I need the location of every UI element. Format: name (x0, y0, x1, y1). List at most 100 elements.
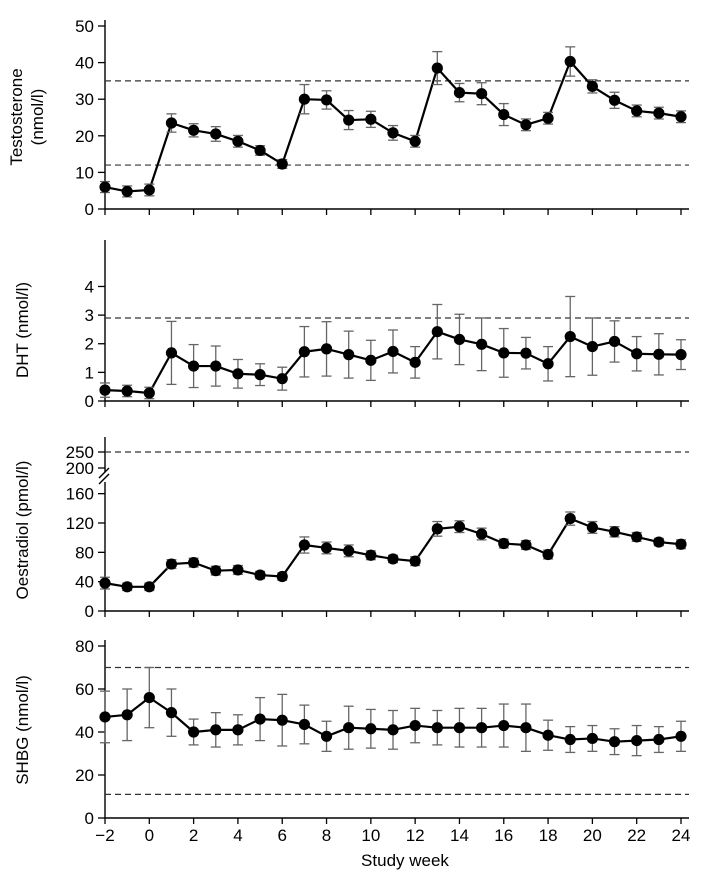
y-axis-label-line: Oestradiol (pmol/l) (13, 461, 32, 600)
data-point (631, 735, 643, 747)
data-point (121, 385, 133, 397)
x-tick-label: 20 (583, 826, 602, 845)
x-tick-label: 4 (233, 826, 242, 845)
data-point (608, 526, 621, 538)
data-point (675, 730, 687, 742)
data-point (586, 732, 598, 745)
y-tick-label: 60 (75, 680, 94, 699)
data-point (453, 521, 466, 533)
data-point (188, 124, 200, 136)
data-point (498, 537, 510, 550)
data-point (254, 369, 266, 381)
data-point (210, 360, 222, 372)
y-axis-label: Oestradiol (pmol/l) (13, 461, 32, 600)
data-point (143, 184, 155, 196)
x-tick-label: 18 (539, 826, 558, 845)
data-point (675, 538, 687, 550)
y-tick-label: 160 (66, 485, 94, 504)
data-point (210, 565, 222, 577)
data-point (431, 326, 443, 338)
data-point (232, 135, 244, 147)
x-tick-label: 10 (361, 826, 380, 845)
data-point (143, 581, 155, 593)
data-point (254, 569, 266, 581)
x-tick-label: 0 (145, 826, 154, 845)
y-tick-label: 10 (75, 163, 94, 182)
data-point (542, 112, 554, 124)
data-point (387, 127, 399, 139)
x-tick-label: 16 (494, 826, 513, 845)
x-tick-label: 8 (322, 826, 331, 845)
y-tick-label: 40 (75, 54, 94, 73)
x-axis-label: Study week (361, 851, 449, 870)
data-point (210, 724, 222, 736)
data-point (121, 581, 133, 593)
data-point (653, 536, 665, 548)
y-tick-label: 3 (85, 306, 94, 325)
data-point (542, 729, 554, 741)
data-point (121, 709, 133, 721)
data-point (99, 577, 111, 589)
y-tick-label: 1 (85, 363, 94, 382)
data-point (476, 722, 488, 734)
data-point (320, 730, 333, 742)
data-point (298, 718, 310, 731)
data-point (476, 528, 488, 540)
x-tick-label: 6 (277, 826, 286, 845)
data-point (320, 94, 333, 106)
data-point (520, 119, 532, 131)
y-axis-label-line: Testosterone (7, 68, 26, 165)
data-point (564, 513, 576, 525)
data-point (365, 723, 377, 735)
data-point (165, 347, 178, 359)
data-point (276, 570, 288, 583)
data-point (254, 144, 266, 157)
data-point (409, 356, 421, 368)
data-point (365, 354, 377, 366)
panel-1: 0 1 2 3 4 DHT (nmol/l) (13, 240, 689, 411)
data-point (365, 549, 377, 561)
y-tick-label: 30 (75, 90, 94, 109)
data-point (387, 345, 399, 358)
y-tick-label: 0 (85, 602, 94, 621)
data-point (586, 80, 598, 92)
x-tick-label: 22 (627, 826, 646, 845)
data-point (298, 93, 310, 105)
data-point (520, 722, 532, 734)
data-point (476, 88, 488, 100)
data-point (276, 373, 288, 385)
data-point (476, 338, 488, 350)
x-tick-label: 12 (406, 826, 425, 845)
data-point (631, 348, 643, 360)
data-point (210, 128, 222, 140)
data-point (498, 347, 510, 359)
data-point (653, 107, 665, 119)
y-tick-label: 0 (85, 200, 94, 219)
data-point (608, 94, 621, 106)
data-point (276, 158, 288, 170)
data-point (608, 736, 621, 748)
axis-break-mark (98, 467, 110, 479)
y-tick-label: 4 (85, 277, 94, 296)
data-point (343, 349, 355, 361)
y-axis-label-line: SHBG (nmol/l) (13, 675, 32, 785)
x-tick-label: 14 (450, 826, 469, 845)
data-point (409, 555, 421, 567)
data-point (542, 358, 554, 370)
x-tick-label: 24 (672, 826, 691, 845)
y-axis-label: SHBG (nmol/l) (13, 675, 32, 785)
panel-0: 0 10 20 30 40 50 Testosterone (nmol/l) (7, 17, 689, 219)
y-tick-label: 80 (75, 543, 94, 562)
y-tick-label: 0 (85, 809, 94, 828)
data-point (387, 724, 399, 736)
data-point (453, 87, 466, 99)
data-point (165, 707, 178, 719)
y-tick-label: 200 (66, 459, 94, 478)
data-point (387, 553, 399, 565)
data-point (653, 348, 665, 360)
data-point (232, 564, 244, 576)
data-point (431, 62, 443, 74)
data-point (143, 692, 155, 704)
